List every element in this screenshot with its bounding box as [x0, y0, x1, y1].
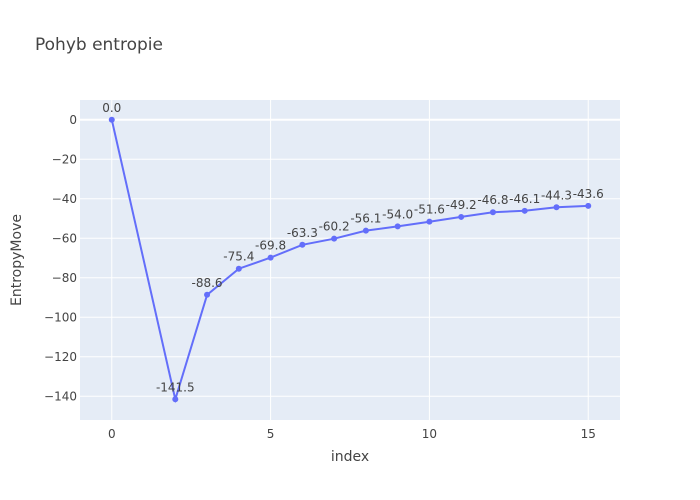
data-label: -69.8: [255, 239, 286, 253]
data-point: [426, 218, 433, 225]
data-label: -49.2: [446, 198, 477, 212]
y-tick-label: 0: [69, 113, 77, 127]
y-tick-label: −20: [52, 152, 77, 166]
data-point: [458, 213, 465, 220]
data-point: [108, 116, 115, 123]
x-tick-label: 15: [581, 427, 596, 441]
x-axis-ticks: 0 5 10 15: [108, 427, 596, 441]
data-points: [108, 116, 592, 403]
data-label: -51.6: [414, 203, 445, 217]
data-label: -43.6: [573, 187, 604, 201]
data-point: [362, 227, 369, 234]
data-point: [204, 291, 211, 298]
y-tick-label: −40: [52, 192, 77, 206]
data-label: -141.5: [156, 380, 195, 394]
x-axis-label: index: [331, 449, 369, 465]
data-label: -88.6: [192, 276, 223, 290]
data-label: -60.2: [319, 220, 350, 234]
x-tick-label: 5: [267, 427, 275, 441]
data-point: [553, 204, 560, 211]
y-axis-label: EntropyMove: [9, 214, 25, 306]
y-tick-label: −140: [44, 389, 77, 403]
data-label: -46.1: [509, 192, 540, 206]
y-tick-label: −60: [52, 231, 77, 245]
data-point: [489, 209, 496, 216]
data-point: [521, 207, 528, 214]
data-label: -54.0: [382, 207, 413, 221]
data-label: 0.0: [102, 101, 121, 115]
y-axis-ticks: 0 −20 −40 −60 −80 −100 −120 −140: [44, 113, 77, 404]
x-tick-label: 10: [422, 427, 437, 441]
data-labels: 0.0-141.5-88.6-75.4-69.8-63.3 -60.2-56.1-…: [102, 101, 604, 395]
y-tick-label: −120: [44, 350, 77, 364]
data-point: [299, 241, 306, 248]
data-point: [585, 202, 592, 209]
data-label: -46.8: [477, 193, 508, 207]
data-point: [235, 265, 242, 272]
y-tick-label: −80: [52, 271, 77, 285]
data-point: [267, 254, 274, 261]
x-tick-label: 0: [108, 427, 116, 441]
data-point: [331, 235, 338, 242]
y-tick-label: −100: [44, 310, 77, 324]
data-point: [172, 396, 179, 403]
chart-title: Pohyb entropie: [35, 35, 163, 55]
data-point: [394, 223, 401, 230]
data-label: -63.3: [287, 226, 318, 240]
data-label: -75.4: [223, 250, 254, 264]
plot-area: [80, 100, 620, 420]
data-label: -44.3: [541, 188, 572, 202]
data-label: -56.1: [350, 212, 381, 226]
